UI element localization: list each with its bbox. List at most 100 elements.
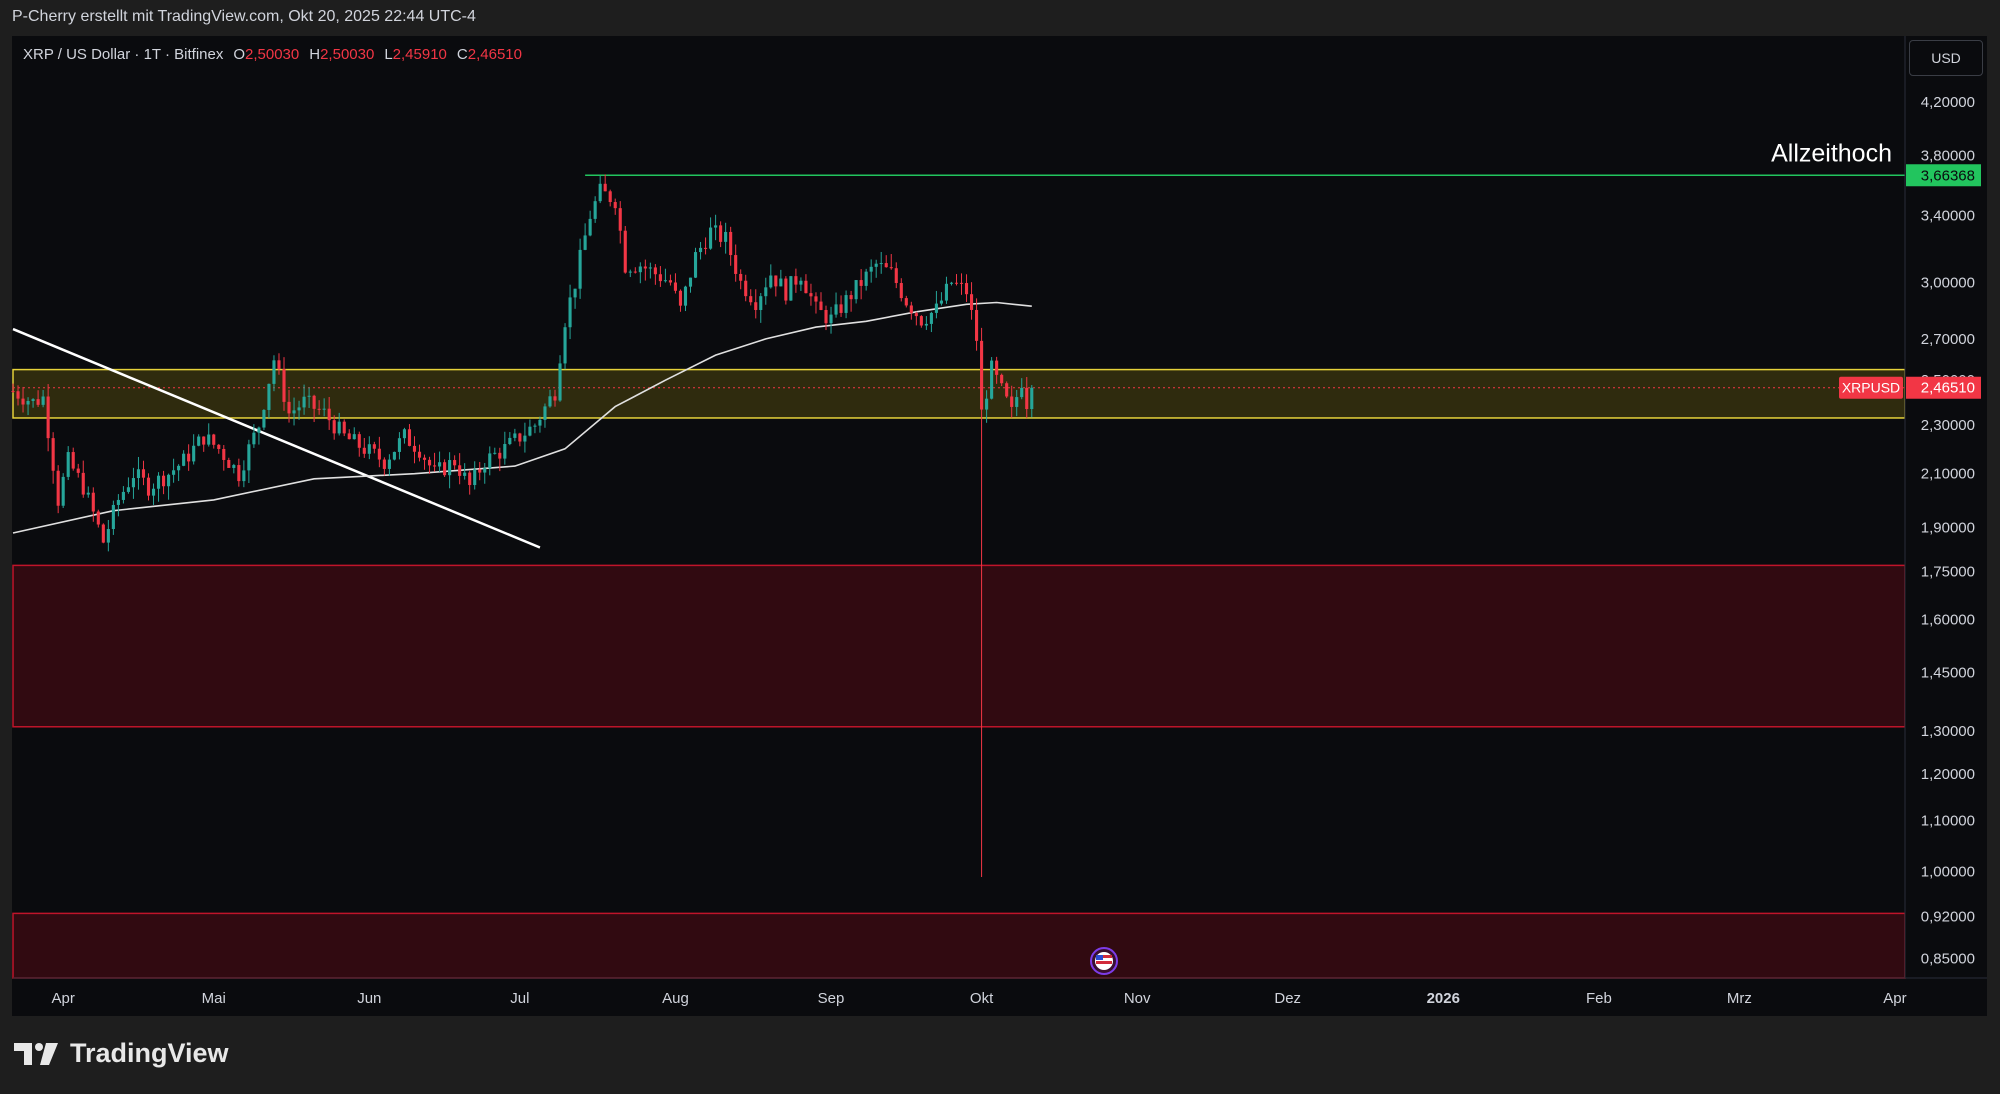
- candle-body: [427, 459, 432, 466]
- candle: [16, 385, 20, 406]
- candle-body: [232, 465, 236, 468]
- candle: [312, 394, 316, 423]
- candle: [448, 452, 452, 489]
- candle-body: [71, 452, 75, 469]
- candle-body: [297, 407, 301, 411]
- candle-body: [312, 395, 316, 409]
- ohlc-high: H2,50030: [309, 46, 375, 63]
- candle-body: [483, 468, 487, 473]
- candle-body: [252, 432, 256, 445]
- candle-body: [508, 437, 512, 445]
- candle: [523, 422, 527, 453]
- candle-body: [141, 469, 146, 478]
- candle: [814, 292, 818, 314]
- candle: [217, 443, 221, 454]
- time-tick-label: Jun: [357, 990, 381, 1007]
- candle-body: [488, 453, 492, 469]
- candle: [1030, 385, 1034, 418]
- candle: [934, 290, 938, 319]
- candle: [192, 434, 196, 465]
- candle-body: [453, 460, 457, 466]
- candle: [11, 383, 15, 393]
- candle-body: [844, 295, 848, 313]
- tradingview-logo[interactable]: TradingView: [14, 1038, 229, 1069]
- candle-body: [292, 410, 296, 414]
- candle-body: [969, 294, 974, 310]
- candle: [468, 470, 472, 495]
- candle-body: [693, 252, 698, 278]
- candle-body: [458, 465, 462, 476]
- candle: [603, 174, 607, 192]
- candle: [1025, 377, 1029, 419]
- candle: [327, 396, 331, 430]
- candle: [879, 251, 883, 274]
- candle-body: [789, 276, 793, 301]
- candle: [182, 450, 186, 467]
- candle: [914, 311, 918, 326]
- candle-body: [307, 395, 311, 397]
- candle: [347, 429, 351, 440]
- candle-body: [603, 183, 607, 192]
- candle: [598, 175, 602, 204]
- candle-body: [729, 231, 733, 256]
- candle: [543, 403, 547, 428]
- candle: [76, 463, 80, 478]
- event-flag-icon[interactable]: [1090, 947, 1118, 975]
- ohlc-close: C2,46510: [456, 46, 522, 63]
- candle: [558, 355, 562, 402]
- candle-body: [382, 459, 386, 469]
- chart-credit: P-Cherry erstellt mit TradingView.com, O…: [12, 8, 476, 25]
- candle: [96, 509, 100, 528]
- candle-body: [995, 360, 999, 375]
- candle: [111, 500, 115, 535]
- candle: [658, 266, 662, 287]
- candle: [633, 267, 637, 274]
- candle: [121, 486, 125, 504]
- candle: [754, 289, 758, 319]
- candle: [553, 389, 557, 407]
- candle-body: [51, 438, 55, 471]
- candle: [222, 445, 226, 471]
- candle: [488, 446, 492, 476]
- currency-unit-button[interactable]: USD: [1909, 40, 1983, 76]
- candle: [116, 494, 120, 517]
- candle-body: [588, 218, 592, 236]
- candle: [759, 292, 763, 323]
- candle-body: [192, 445, 196, 462]
- candle: [131, 467, 136, 499]
- candle: [834, 292, 838, 318]
- candle-body: [663, 280, 667, 282]
- candle: [287, 389, 291, 423]
- candle-body: [448, 460, 452, 476]
- candle: [362, 437, 366, 458]
- candle: [156, 472, 161, 502]
- candle-body: [759, 296, 763, 311]
- candle-body: [769, 275, 773, 288]
- price-tick-label: 4,20000: [1921, 94, 1975, 111]
- candle-body: [739, 273, 743, 281]
- candle-body: [538, 419, 542, 426]
- candle-body: [131, 478, 136, 488]
- candle-body: [779, 278, 783, 287]
- candle: [949, 281, 954, 286]
- price-tick-label: 1,90000: [1921, 519, 1975, 536]
- candle: [764, 277, 768, 305]
- candle-body: [76, 468, 80, 473]
- candle: [799, 277, 803, 292]
- candle: [734, 244, 738, 282]
- candle-body: [96, 511, 100, 525]
- candle-body: [126, 487, 130, 492]
- candle: [568, 284, 572, 340]
- symbol-title[interactable]: XRP / US Dollar · 1T · Bitfinex: [23, 46, 224, 63]
- candle-body: [583, 235, 587, 250]
- candle: [402, 427, 407, 444]
- candle: [854, 280, 858, 304]
- candle: [518, 432, 522, 447]
- chart-pane[interactable]: [12, 36, 1987, 1016]
- candle-body: [493, 452, 497, 454]
- candle-body: [212, 434, 216, 445]
- candle: [954, 274, 959, 286]
- candle-body: [648, 267, 652, 269]
- candle: [779, 269, 783, 287]
